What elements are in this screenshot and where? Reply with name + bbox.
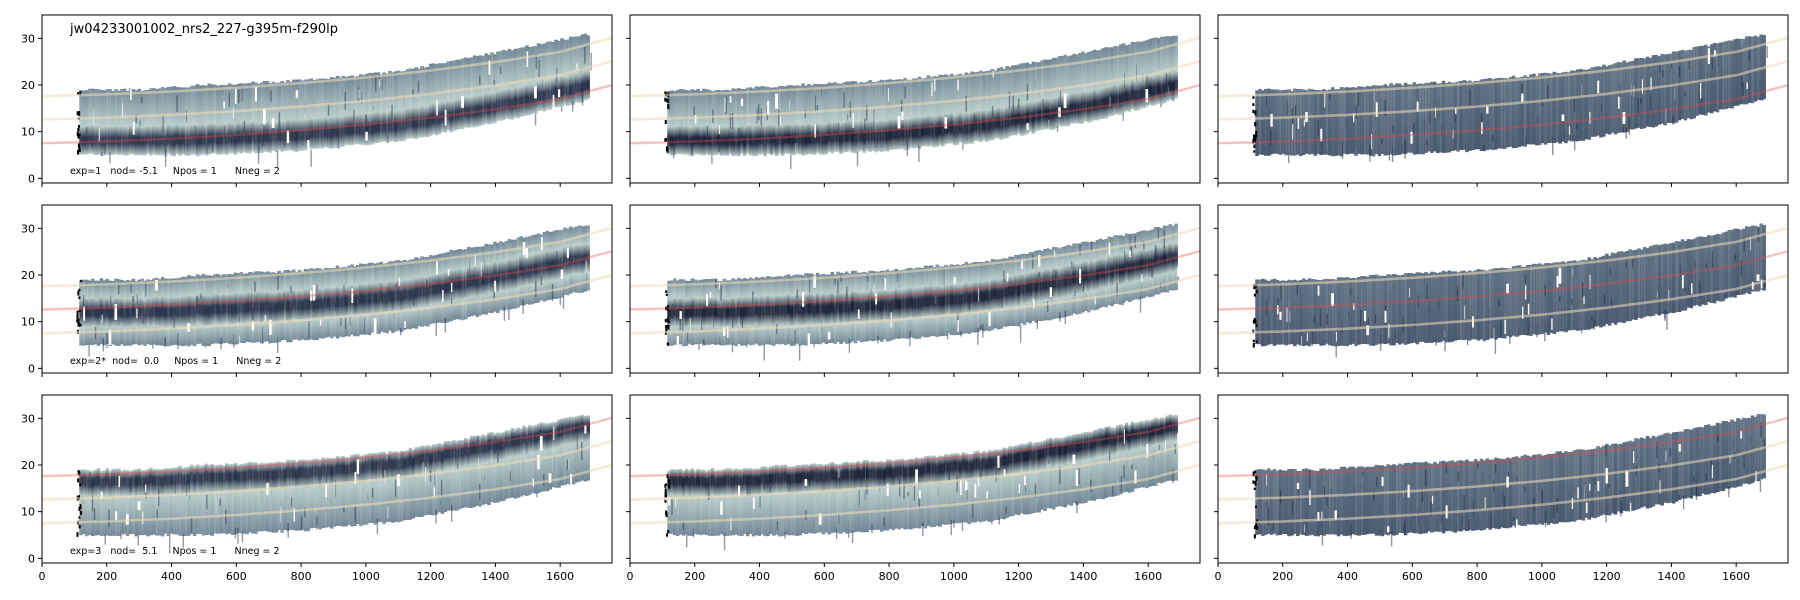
- trace-line-exp2: [42, 250, 612, 311]
- panel-row3-residual: 0 200 400 600 800 1000 1200 1400 1600: [1214, 394, 1789, 583]
- trace-line-exp1: [1218, 83, 1788, 145]
- y-tick-label: 30: [21, 32, 35, 45]
- trace-line-exp2: [1218, 250, 1788, 311]
- trace-line-exp3: [630, 36, 1200, 98]
- y-tick-label: 0: [28, 362, 35, 375]
- panel-row2-data: 0 10 20 30 exp=2* nod= 0.0 Npos = 1 Nneg = 2: [21, 204, 613, 377]
- row-annotation: exp=3 nod= 5.1 Npos = 1 Nneg = 2: [70, 546, 280, 557]
- x-tick-label: 1000: [352, 570, 380, 583]
- x-tick-label: 800: [291, 570, 312, 583]
- trace-line-exp2: [1218, 59, 1788, 121]
- x-tick-label: 1600: [1722, 570, 1750, 583]
- trace-line-exp1: [42, 83, 612, 145]
- figure-title: jw04233001002_nrs2_227-g395m-f290lp: [69, 22, 338, 37]
- x-tick-label: 1200: [1005, 570, 1033, 583]
- x-tick-label: 0: [627, 570, 634, 583]
- trace-line-exp3: [630, 226, 1200, 288]
- panel-row2-residual: [1214, 204, 1789, 377]
- x-tick-label: 1400: [1657, 570, 1685, 583]
- trace-line-exp2: [630, 250, 1200, 311]
- x-tick-label: 1600: [1134, 570, 1162, 583]
- x-tick-label: 400: [749, 570, 770, 583]
- trace-line-exp1: [630, 83, 1200, 145]
- y-tick-label: 0: [28, 552, 35, 565]
- y-tick-label: 30: [21, 222, 35, 235]
- x-tick-label: 800: [1467, 570, 1488, 583]
- axes-frame: [41, 394, 613, 564]
- axes-frame: [1217, 394, 1789, 564]
- trace-line-exp1: [42, 463, 612, 525]
- y-tick-label: 0: [28, 172, 35, 185]
- trace-line-exp3: [42, 416, 612, 478]
- axes-frame: [41, 204, 613, 374]
- x-tick-label: 1200: [417, 570, 445, 583]
- x-tick-label: 1600: [546, 570, 574, 583]
- x-tick-label: 400: [1337, 570, 1358, 583]
- x-tick-label: 1400: [481, 570, 509, 583]
- trace-line-exp2: [42, 439, 612, 501]
- trace-line-exp2: [1218, 439, 1788, 501]
- axes-frame: [1217, 14, 1789, 184]
- panel-row1-data: 0 10 20 30 exp=1 nod= -5.1 Npos = 1 Nneg = 2: [21, 14, 613, 187]
- x-tick-label: 600: [1402, 570, 1423, 583]
- panel-row3-model: 0 200 400 600 800 1000 1200 1400 1600: [626, 394, 1201, 583]
- trace-line-exp1: [42, 273, 612, 335]
- trace-line-exp2: [42, 59, 612, 121]
- x-tick-label: 0: [39, 570, 46, 583]
- row-annotation: exp=1 nod= -5.1 Npos = 1 Nneg = 2: [70, 166, 280, 177]
- trace-line-exp2: [630, 59, 1200, 121]
- x-tick-label: 800: [879, 570, 900, 583]
- axes-frame: [629, 204, 1201, 374]
- x-tick-label: 1000: [940, 570, 968, 583]
- trace-line-exp1: [630, 463, 1200, 525]
- y-tick-label: 10: [21, 506, 35, 519]
- x-tick-label: 200: [1272, 570, 1293, 583]
- y-tick-label: 20: [21, 459, 35, 472]
- panels-layer: 0 10 20 30 exp=1 nod= -5.1 Npos = 1 Nneg = 2…: [21, 14, 1789, 583]
- x-tick-label: 200: [684, 570, 705, 583]
- x-tick-label: 200: [96, 570, 117, 583]
- x-tick-label: 1200: [1593, 570, 1621, 583]
- x-tick-label: 600: [814, 570, 835, 583]
- x-tick-label: 600: [226, 570, 247, 583]
- trace-line-exp1: [1218, 273, 1788, 335]
- panel-row1-model: [626, 14, 1201, 187]
- trace-line-exp3: [42, 36, 612, 98]
- axes-frame: [629, 394, 1201, 564]
- trace-line-exp2: [630, 439, 1200, 501]
- trace-line-exp1: [1218, 463, 1788, 525]
- axes-frame: [1217, 204, 1789, 374]
- trace-line-exp3: [1218, 36, 1788, 98]
- trace-line-exp3: [1218, 416, 1788, 478]
- panel-row3-data: 0 10 20 30 0 200 400 600 800 1000 1200 1400 1600 exp=…: [21, 394, 613, 583]
- x-tick-label: 1400: [1069, 570, 1097, 583]
- x-tick-label: 1000: [1528, 570, 1556, 583]
- row-annotation: exp=2* nod= 0.0 Npos = 1 Nneg = 2: [70, 356, 281, 367]
- panel-row2-model: [626, 204, 1201, 377]
- trace-line-exp3: [630, 416, 1200, 478]
- y-tick-label: 20: [21, 269, 35, 282]
- y-tick-label: 20: [21, 79, 35, 92]
- trace-line-exp3: [1218, 226, 1788, 288]
- axes-frame: [41, 14, 613, 184]
- y-tick-label: 10: [21, 126, 35, 139]
- trace-line-exp3: [42, 226, 612, 288]
- y-tick-label: 30: [21, 412, 35, 425]
- y-tick-label: 10: [21, 316, 35, 329]
- x-tick-label: 400: [161, 570, 182, 583]
- panel-row1-residual: [1214, 14, 1789, 187]
- axes-frame: [629, 14, 1201, 184]
- x-tick-label: 0: [1215, 570, 1222, 583]
- trace-line-exp1: [630, 273, 1200, 335]
